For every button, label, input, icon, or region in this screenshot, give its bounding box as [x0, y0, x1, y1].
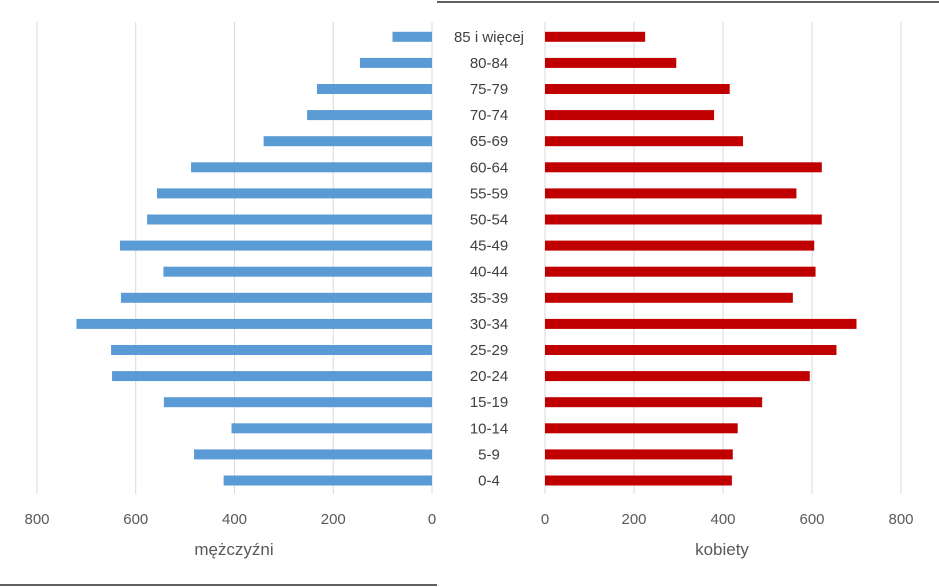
- age-group-label: 15-19: [470, 394, 508, 411]
- women-bar: [545, 110, 715, 121]
- women-bar: [545, 188, 797, 199]
- women-bar: [545, 449, 733, 460]
- women-bar: [545, 84, 730, 94]
- age-group-label: 50-54: [470, 212, 508, 229]
- age-group-label: 60-64: [470, 159, 508, 176]
- left-gridlines: [36, 22, 433, 494]
- men-bar: [112, 371, 433, 382]
- women-bar: [545, 475, 732, 486]
- age-group-label: 0-4: [478, 473, 500, 490]
- left-axis-tick-labels: 800 600 400 200 0: [24, 511, 436, 528]
- left-axis-title: mężczyźni: [194, 540, 273, 559]
- men-bar: [163, 397, 433, 408]
- men-bar: [163, 266, 432, 277]
- men-series: [76, 31, 433, 486]
- age-group-label: 85 i więcej: [454, 29, 524, 46]
- women-bar: [545, 31, 646, 42]
- women-bar: [545, 397, 763, 408]
- right-tick-label: 200: [621, 511, 646, 528]
- right-axis-title: kobiety: [695, 540, 749, 559]
- men-bar: [231, 423, 432, 434]
- men-bar: [76, 318, 432, 329]
- women-series: [545, 31, 857, 486]
- men-bar: [316, 84, 432, 94]
- men-bar: [147, 214, 432, 225]
- left-tick-label: 600: [123, 511, 148, 528]
- age-group-label: 40-44: [470, 264, 508, 281]
- men-bar: [120, 292, 432, 303]
- right-tick-label: 800: [888, 511, 913, 528]
- right-tick-label: 0: [541, 511, 549, 528]
- age-group-label: 75-79: [470, 81, 508, 98]
- age-group-label: 65-69: [470, 133, 508, 150]
- age-group-label: 70-74: [470, 107, 508, 124]
- age-group-label: 20-24: [470, 368, 508, 385]
- men-bar: [191, 162, 432, 173]
- left-tick-label: 0: [428, 511, 436, 528]
- women-bar: [545, 423, 738, 434]
- right-tick-label: 600: [799, 511, 824, 528]
- women-bar: [545, 266, 816, 277]
- men-bar: [194, 449, 432, 460]
- men-bar: [119, 240, 432, 251]
- left-tick-label: 200: [321, 511, 346, 528]
- age-group-label: 5-9: [478, 446, 500, 463]
- age-group-label: 35-39: [470, 290, 508, 307]
- age-group-label: 25-29: [470, 342, 508, 359]
- age-group-label: 80-84: [470, 55, 508, 72]
- men-bar: [307, 110, 432, 121]
- women-bar: [545, 136, 744, 147]
- age-group-label: 30-34: [470, 316, 508, 333]
- women-bar: [545, 240, 815, 251]
- left-tick-label: 400: [222, 511, 247, 528]
- women-bar: [545, 214, 822, 225]
- women-bar: [545, 57, 677, 68]
- left-tick-label: 800: [24, 511, 49, 528]
- men-bar: [392, 31, 432, 42]
- age-group-label: 55-59: [470, 185, 508, 202]
- age-group-label: 10-14: [470, 420, 508, 437]
- age-group-label: 45-49: [470, 238, 508, 255]
- right-tick-label: 400: [710, 511, 735, 528]
- women-bar: [545, 345, 837, 355]
- women-bar: [545, 292, 793, 303]
- women-bar: [545, 371, 810, 382]
- women-bar: [545, 318, 857, 329]
- men-bar: [111, 345, 432, 355]
- right-axis-tick-labels: 0 200 400 600 800: [541, 511, 914, 528]
- men-bar: [223, 475, 432, 486]
- right-gridlines: [544, 22, 902, 494]
- women-bar: [545, 162, 822, 173]
- men-bar: [156, 188, 432, 199]
- men-bar: [359, 57, 432, 68]
- age-group-labels: 0-4 5-9 10-14 15-19 20-24 25-29 30-34 35-39 40-4…: [454, 29, 524, 490]
- men-bar: [263, 136, 432, 147]
